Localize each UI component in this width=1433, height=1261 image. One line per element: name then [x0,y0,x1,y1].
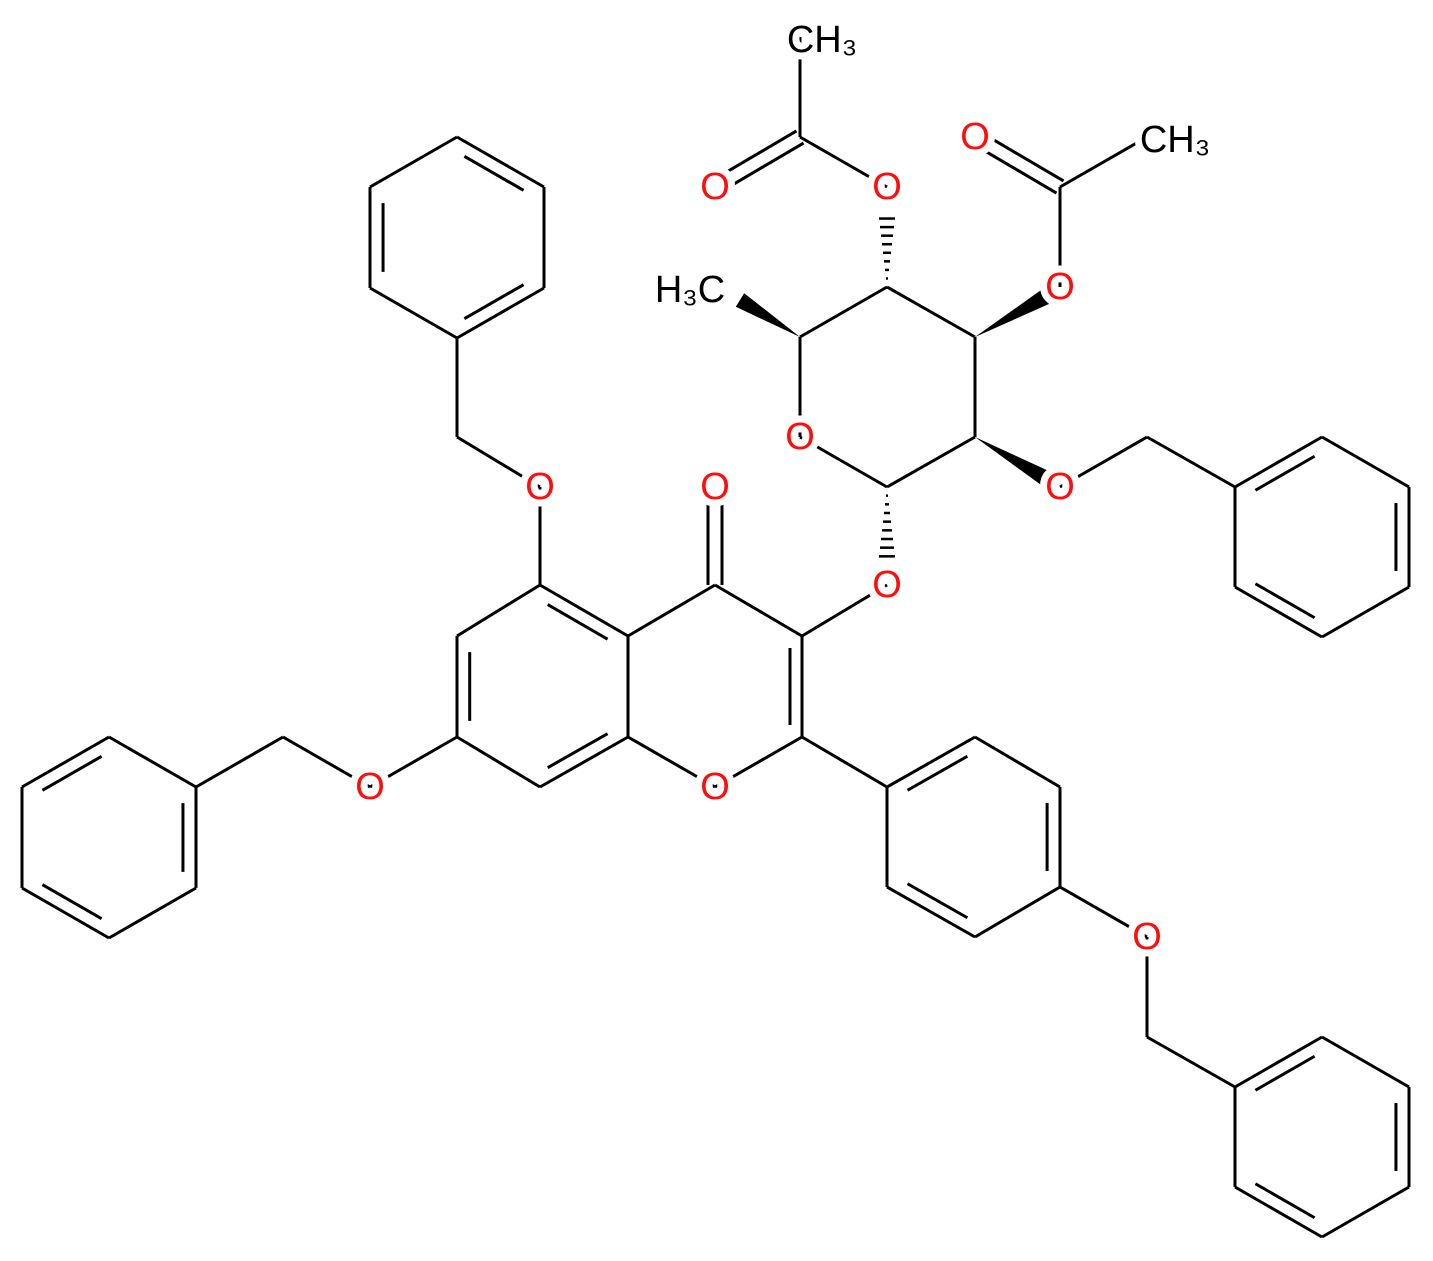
bond [627,583,716,638]
atom-label: O [1132,916,1162,958]
bond [1321,435,1410,489]
atom-label: O [1045,466,1075,508]
bond [735,293,800,337]
bond [41,755,103,792]
bond [1254,454,1316,492]
bond [906,754,969,792]
atom-label: O [872,564,902,606]
bond [41,883,103,920]
bond [1059,135,1148,189]
bond [1146,1035,1236,1089]
bond [1254,1182,1316,1220]
bonds [20,37,1411,1239]
atom-label: O [960,116,990,158]
bond [1234,1035,1323,1089]
bond [714,583,803,638]
bond [1146,435,1236,489]
bond [1059,885,1148,939]
bond [1254,1054,1316,1092]
bond [369,135,458,189]
bond [108,886,197,940]
bond [801,583,888,638]
bond [1321,585,1410,639]
bond [195,735,284,789]
bond [21,886,110,940]
bond [799,135,888,189]
atom-label: O [525,466,555,508]
bond [1321,1185,1410,1239]
bond [463,283,525,320]
atom-label: O [700,166,730,208]
bond [21,735,110,789]
bond [463,155,525,192]
bond [546,603,609,641]
bond [714,735,803,789]
bond [1321,1035,1410,1089]
bond [717,141,805,195]
atom-label: O [1045,266,1075,308]
bond [282,735,371,789]
bond [108,735,197,789]
atom-labels: CH₃ O O O CH₃ H₃C O O O O O O O O O [348,12,1217,965]
atom-label: O [700,766,730,808]
bond [970,141,1058,195]
bond [710,129,798,183]
bond [539,583,629,638]
bond [456,583,541,638]
bond [886,885,976,939]
atom-label: O [785,416,815,458]
atom-label: CH₃ [1140,119,1210,161]
bond [977,129,1065,183]
bond [886,435,976,489]
bond [369,286,458,340]
atom-label: O [872,166,902,208]
bond [1234,585,1323,639]
bond [906,882,969,920]
bond [974,885,1061,939]
bond [456,135,545,189]
bond [799,285,888,339]
bond [539,735,629,789]
bond [1234,435,1323,489]
atom-label: O [700,466,730,508]
bond [975,290,1049,337]
bond [799,435,888,489]
bond [1254,582,1316,620]
bond [1059,435,1148,489]
bond [546,732,609,769]
bond [974,735,1061,789]
bond [456,286,545,340]
bond [975,437,1050,485]
bond [886,285,976,339]
bond [369,735,458,789]
atom-label: O [355,766,385,808]
atom-label: CH₃ [787,19,857,61]
atom-label: H₃C [655,269,725,311]
bond [456,735,541,789]
bond [801,735,888,789]
bond [886,735,976,789]
bond [456,435,541,489]
bond [627,735,716,789]
bond [1234,1185,1323,1239]
